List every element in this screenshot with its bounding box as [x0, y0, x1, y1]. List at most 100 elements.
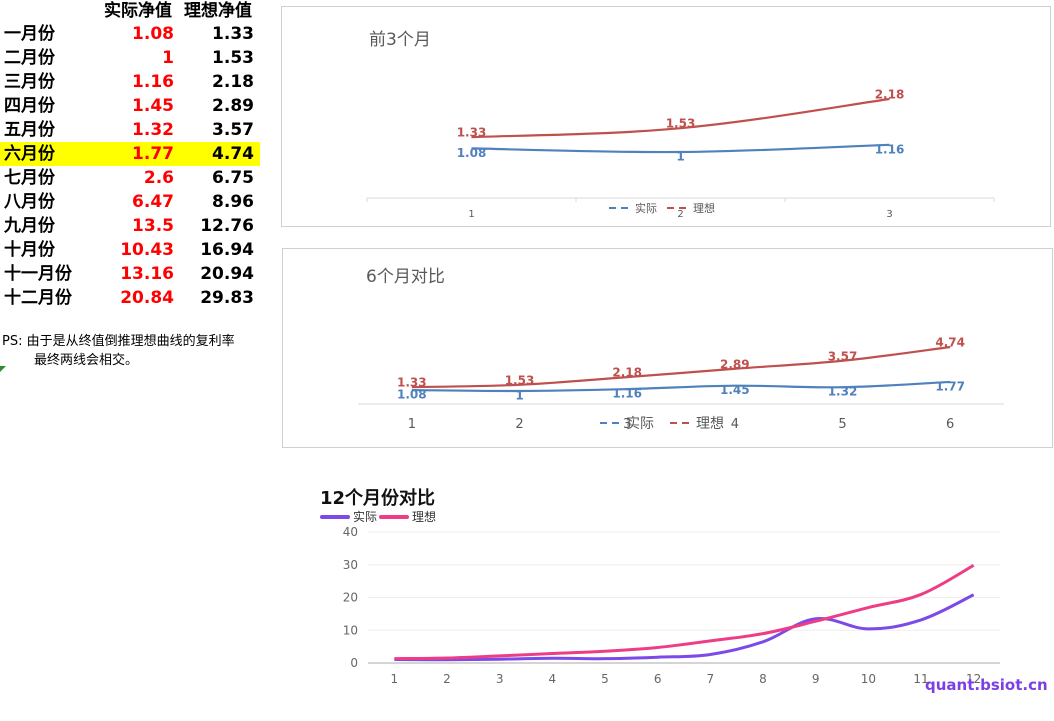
table-row[interactable]: 五月份 1.32 3.57 — [0, 118, 260, 142]
chart-plot: 1 2 3 1.08 1 1.16 1.33 1.53 2.18 实际 理想 — [366, 88, 995, 220]
data-label: 1.77 — [935, 379, 965, 393]
series-line-1 — [411, 380, 951, 393]
x-tick-label: 8 — [759, 672, 767, 686]
x-tick-label: 10 — [861, 672, 876, 686]
chart-first-3-months[interactable]: 前3个月 1 2 3 1.08 1 1.16 1.33 1.53 2.18 实际 理想 — [281, 6, 1051, 227]
month-label[interactable]: 十二月份 — [4, 288, 72, 308]
month-label[interactable]: 八月份 — [4, 192, 55, 212]
y-tick-label: 0 — [350, 656, 358, 670]
ideal-value[interactable]: 16.94 — [200, 240, 254, 260]
watermark: quant.bsiot.cn — [925, 676, 1048, 694]
comment-indicator-icon[interactable] — [0, 366, 6, 372]
ideal-value[interactable]: 1.53 — [212, 48, 254, 68]
y-tick-label: 30 — [343, 558, 358, 572]
series-line-1 — [394, 593, 975, 662]
data-label: 4.74 — [935, 336, 965, 350]
table-row[interactable]: 四月份 1.45 2.89 — [0, 94, 260, 118]
ideal-value[interactable]: 29.83 — [200, 288, 254, 308]
x-tick-label: 2 — [443, 672, 451, 686]
x-tick-label: 3 — [886, 209, 892, 220]
table-row[interactable]: 十一月份 13.16 20.94 — [0, 262, 260, 286]
actual-value[interactable]: 1.32 — [132, 120, 174, 140]
data-label: 1.53 — [505, 373, 535, 387]
x-tick-label: 3 — [496, 672, 504, 686]
data-label: 1.08 — [457, 146, 487, 160]
ideal-value[interactable]: 2.89 — [212, 96, 254, 116]
actual-value[interactable]: 13.5 — [132, 216, 174, 236]
table-row[interactable]: 七月份 2.6 6.75 — [0, 166, 260, 190]
actual-value[interactable]: 20.84 — [120, 288, 174, 308]
note-line-1: PS: 由于是从终值倒推理想曲线的复利率 — [2, 334, 235, 349]
table-row[interactable]: 六月份 1.77 4.74 — [0, 142, 260, 166]
x-tick-label: 7 — [707, 672, 715, 686]
month-label[interactable]: 四月份 — [4, 96, 55, 116]
actual-value[interactable]: 1.16 — [132, 72, 174, 92]
x-tick-label: 4 — [731, 417, 739, 432]
y-tick-label: 20 — [343, 591, 358, 605]
ideal-value[interactable]: 8.96 — [212, 192, 254, 212]
x-tick-label: 5 — [601, 672, 609, 686]
data-label: 1.33 — [457, 126, 487, 140]
table-row[interactable]: 三月份 1.16 2.18 — [0, 70, 260, 94]
chart-title-12-months: 12个月份对比 — [320, 488, 436, 509]
actual-value[interactable]: 1 — [162, 48, 174, 68]
data-label: 1.53 — [666, 117, 696, 131]
legend-label: 实际 — [626, 416, 654, 432]
x-tick-label: 2 — [677, 209, 683, 220]
ideal-value[interactable]: 12.76 — [200, 216, 254, 236]
x-tick-label: 4 — [549, 672, 557, 686]
data-label: 1 — [676, 150, 684, 164]
x-tick-label: 12 — [966, 672, 981, 686]
ideal-value[interactable]: 3.57 — [212, 120, 254, 140]
series-line-2 — [411, 345, 951, 389]
table-row[interactable]: 十二月份 20.84 29.83 — [0, 286, 260, 310]
ideal-value[interactable]: 1.33 — [212, 24, 254, 44]
actual-value[interactable]: 1.08 — [132, 24, 174, 44]
table-row[interactable]: 八月份 6.47 8.96 — [0, 190, 260, 214]
chart-6-months[interactable]: 6个月对比 1 2 3 4 5 6 1.08 1 1.16 1.45 1.32 1.77 1.33 1.5… — [282, 248, 1053, 448]
actual-value[interactable]: 1.77 — [132, 144, 174, 164]
ideal-value[interactable]: 2.18 — [212, 72, 254, 92]
header-actual[interactable]: 实际净值 — [104, 1, 172, 21]
actual-value[interactable]: 6.47 — [132, 192, 174, 212]
data-label: 3.57 — [828, 349, 858, 363]
series-line-1 — [471, 143, 890, 154]
actual-value[interactable]: 2.6 — [143, 168, 174, 188]
ideal-value[interactable]: 4.74 — [212, 144, 254, 164]
table-row[interactable]: 十月份 10.43 16.94 — [0, 238, 260, 262]
actual-value[interactable]: 10.43 — [120, 240, 174, 260]
data-label: 1.45 — [720, 383, 750, 397]
month-label[interactable]: 七月份 — [4, 168, 55, 188]
data-label: 1 — [515, 389, 523, 403]
actual-value[interactable]: 1.45 — [132, 96, 174, 116]
legend-label: 理想 — [696, 416, 724, 432]
legend-label: 实际 — [635, 201, 657, 215]
chart-title: 前3个月 — [369, 30, 431, 50]
note-text[interactable]: PS: 由于是从终值倒推理想曲线的复利率 最终两线会相交。 — [2, 332, 235, 370]
ideal-value[interactable]: 20.94 — [200, 264, 254, 284]
data-label: 2.18 — [875, 88, 905, 102]
month-label[interactable]: 十月份 — [4, 240, 55, 260]
x-tick-label: 9 — [812, 672, 820, 686]
data-label: 1.32 — [828, 385, 858, 399]
month-label[interactable]: 五月份 — [4, 120, 55, 140]
month-label[interactable]: 三月份 — [4, 72, 55, 92]
x-tick-label: 6 — [946, 417, 954, 432]
table-row[interactable]: 九月份 13.5 12.76 — [0, 214, 260, 238]
month-label[interactable]: 一月份 — [4, 24, 55, 44]
data-label: 1.16 — [875, 142, 905, 156]
month-label[interactable]: 六月份 — [4, 144, 55, 164]
table-row[interactable]: 二月份 1 1.53 — [0, 46, 260, 70]
month-label[interactable]: 二月份 — [4, 48, 55, 68]
data-label: 2.18 — [612, 366, 642, 380]
note-line-2: 最终两线会相交。 — [34, 353, 139, 368]
ideal-value[interactable]: 6.75 — [212, 168, 254, 188]
legend-label: 实际 — [353, 509, 377, 524]
month-label[interactable]: 十一月份 — [4, 264, 72, 284]
table-row[interactable]: 一月份 1.08 1.33 — [0, 22, 260, 46]
month-label[interactable]: 九月份 — [4, 216, 55, 236]
actual-value[interactable]: 13.16 — [120, 264, 174, 284]
x-tick-label: 1 — [391, 672, 399, 686]
header-ideal[interactable]: 理想净值 — [184, 1, 252, 21]
